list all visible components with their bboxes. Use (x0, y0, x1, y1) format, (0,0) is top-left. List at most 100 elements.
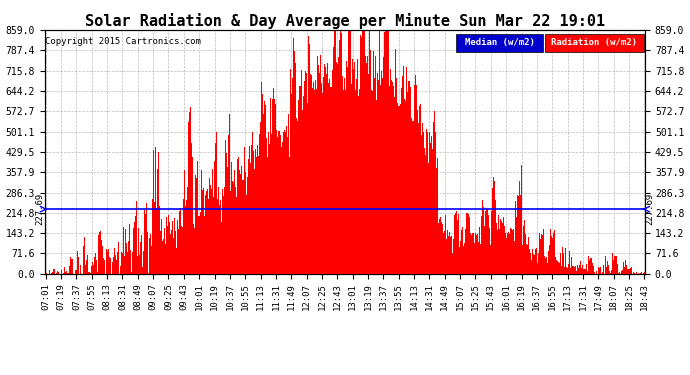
Bar (546, 256, 547, 274)
Bar (276, 130, 277, 274)
Bar (294, 51, 295, 274)
Bar (169, 222, 170, 274)
Bar (268, 132, 269, 274)
Bar (451, 236, 452, 274)
Bar (454, 214, 455, 274)
Bar (367, 56, 368, 274)
Bar (137, 256, 139, 274)
Bar (85, 260, 86, 274)
Bar (128, 241, 129, 274)
Bar (565, 248, 566, 274)
Bar (527, 245, 528, 274)
Bar (478, 242, 479, 274)
Bar (65, 272, 66, 274)
Bar (109, 257, 110, 274)
Bar (622, 264, 623, 274)
Bar (70, 257, 71, 274)
Bar (393, 86, 394, 274)
Bar (125, 229, 126, 274)
Bar (384, 32, 385, 274)
Bar (578, 268, 579, 274)
Bar (99, 232, 100, 274)
Bar (118, 242, 119, 274)
Bar (250, 163, 251, 274)
Title: Solar Radiation & Day Average per Minute Sun Mar 22 19:01: Solar Radiation & Day Average per Minute… (85, 13, 605, 29)
Bar (280, 135, 281, 274)
Bar (69, 266, 70, 274)
Bar (200, 212, 201, 274)
Bar (90, 268, 91, 274)
Bar (275, 104, 276, 274)
Bar (306, 58, 308, 274)
Bar (233, 182, 234, 274)
Bar (237, 159, 238, 274)
Bar (407, 92, 408, 274)
Bar (53, 269, 54, 274)
Bar (285, 132, 286, 274)
Bar (416, 85, 417, 274)
Bar (192, 158, 193, 274)
Bar (215, 144, 216, 274)
Bar (594, 272, 595, 274)
Bar (452, 253, 453, 274)
Bar (350, 30, 351, 274)
Bar (575, 267, 576, 274)
Bar (608, 266, 609, 274)
Bar (621, 272, 622, 274)
Bar (241, 180, 242, 274)
Bar (465, 229, 466, 274)
Bar (572, 266, 573, 274)
Bar (283, 132, 284, 274)
Bar (239, 170, 240, 274)
Bar (86, 260, 87, 274)
Bar (136, 201, 137, 274)
Bar (92, 262, 93, 274)
Bar (132, 252, 133, 274)
Bar (604, 254, 605, 274)
Bar (643, 273, 644, 274)
Bar (147, 232, 148, 274)
Bar (341, 33, 342, 274)
Bar (435, 102, 436, 274)
Bar (290, 69, 291, 274)
Bar (103, 246, 104, 274)
Bar (277, 166, 278, 274)
Bar (576, 272, 578, 274)
Bar (94, 257, 95, 274)
Bar (230, 171, 231, 274)
Bar (279, 132, 280, 274)
Bar (267, 157, 268, 274)
Bar (342, 76, 344, 274)
Bar (586, 271, 587, 274)
Bar (482, 200, 483, 274)
Bar (75, 270, 76, 274)
Bar (348, 30, 349, 274)
Bar (615, 256, 617, 274)
Bar (240, 174, 241, 274)
Bar (540, 237, 542, 274)
Bar (391, 80, 392, 274)
Bar (600, 267, 601, 274)
Bar (424, 148, 425, 274)
Bar (303, 96, 304, 274)
Bar (63, 273, 64, 274)
Bar (626, 265, 627, 274)
Bar (272, 135, 273, 274)
Bar (544, 256, 545, 274)
Bar (499, 229, 500, 274)
Bar (158, 152, 159, 274)
Bar (457, 214, 459, 274)
Bar (569, 268, 571, 274)
Bar (345, 90, 346, 274)
Bar (490, 245, 491, 274)
Bar (378, 80, 380, 274)
Bar (638, 273, 639, 274)
Bar (502, 223, 503, 274)
Bar (511, 226, 513, 274)
Bar (445, 216, 446, 274)
Bar (386, 30, 387, 274)
Bar (470, 233, 471, 274)
Text: Radiation (w/m2): Radiation (w/m2) (551, 38, 638, 47)
Bar (260, 122, 262, 274)
Bar (344, 78, 345, 274)
